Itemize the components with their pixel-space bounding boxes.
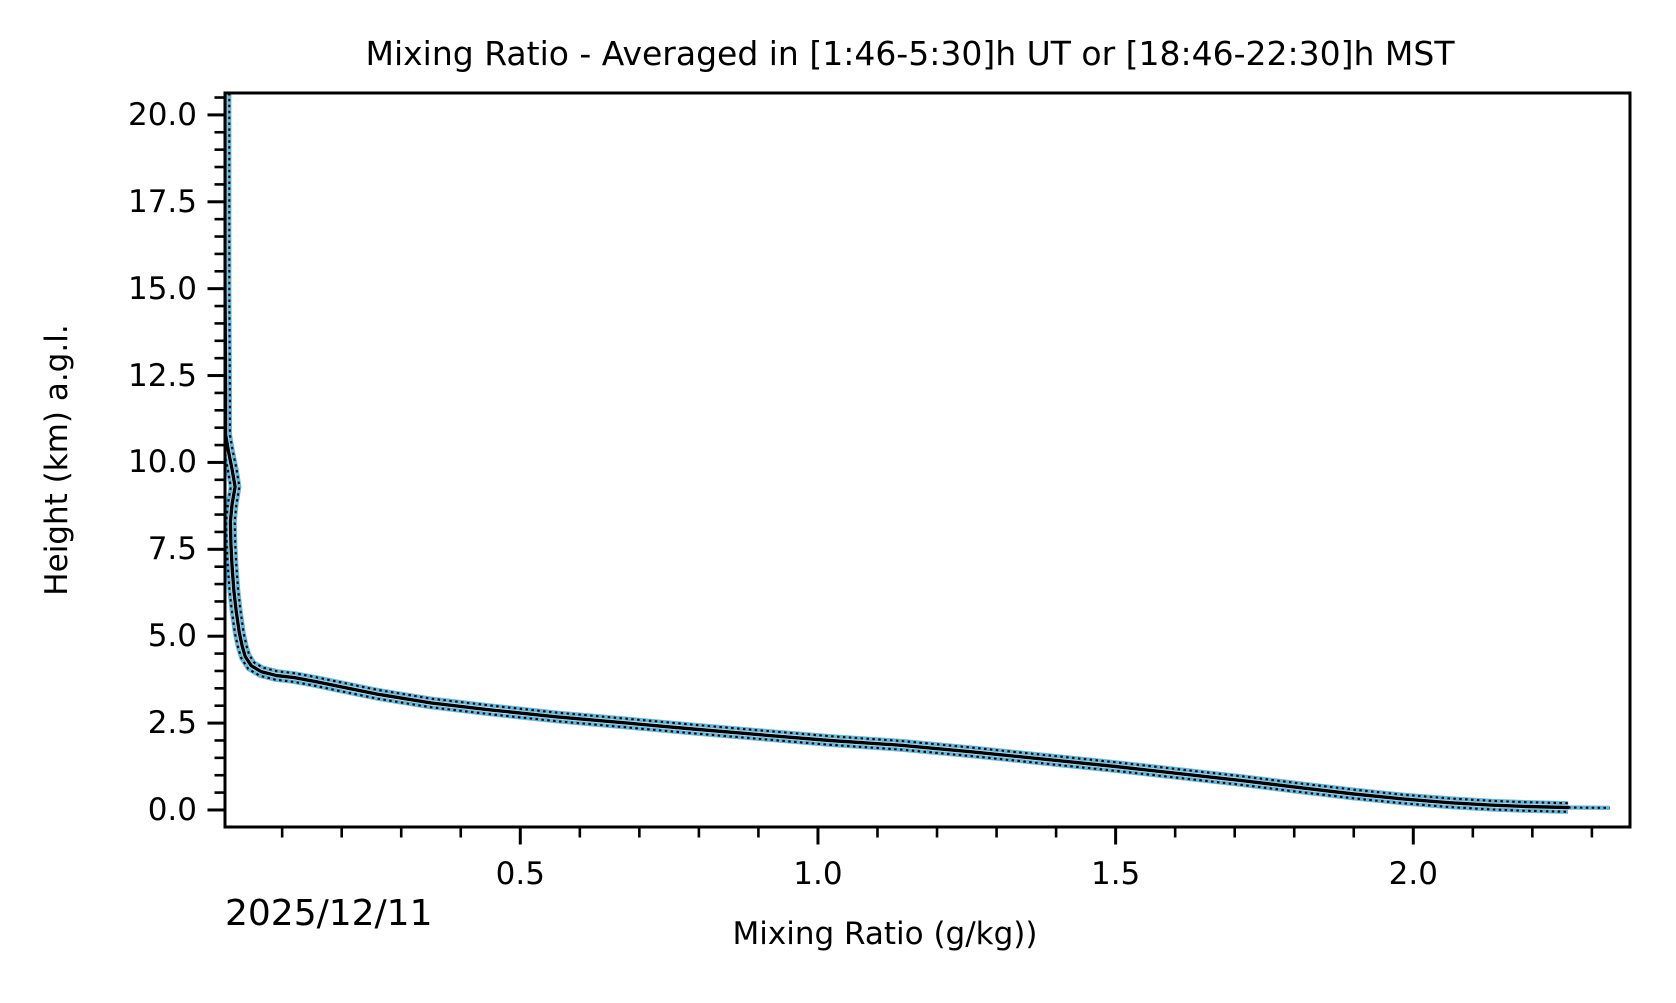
y-tick-label: 20.0 <box>127 96 197 133</box>
y-tick-label: 0.0 <box>147 791 197 828</box>
y-tick-label: 7.5 <box>147 531 197 568</box>
x-tick-label: 2.0 <box>1388 856 1438 892</box>
y-tick-label: 2.5 <box>147 705 197 742</box>
y-tick-label: 17.5 <box>127 183 197 220</box>
x-tick-label: 0.5 <box>495 856 545 892</box>
y-tick-label: 10.0 <box>127 444 197 481</box>
y-tick-label: 5.0 <box>147 618 197 655</box>
x-tick-label: 1.5 <box>1090 856 1141 892</box>
x-tick-label: 1.0 <box>793 856 843 892</box>
date-annotation: 2025/12/11 <box>225 893 433 934</box>
chart-title: Mixing Ratio - Averaged in [1:46-5:30]h … <box>365 34 1455 73</box>
y-tick-label: 12.5 <box>127 357 197 394</box>
y-tick-label: 15.0 <box>127 270 197 307</box>
x-axis-label: Mixing Ratio (g/kg)) <box>732 916 1038 952</box>
